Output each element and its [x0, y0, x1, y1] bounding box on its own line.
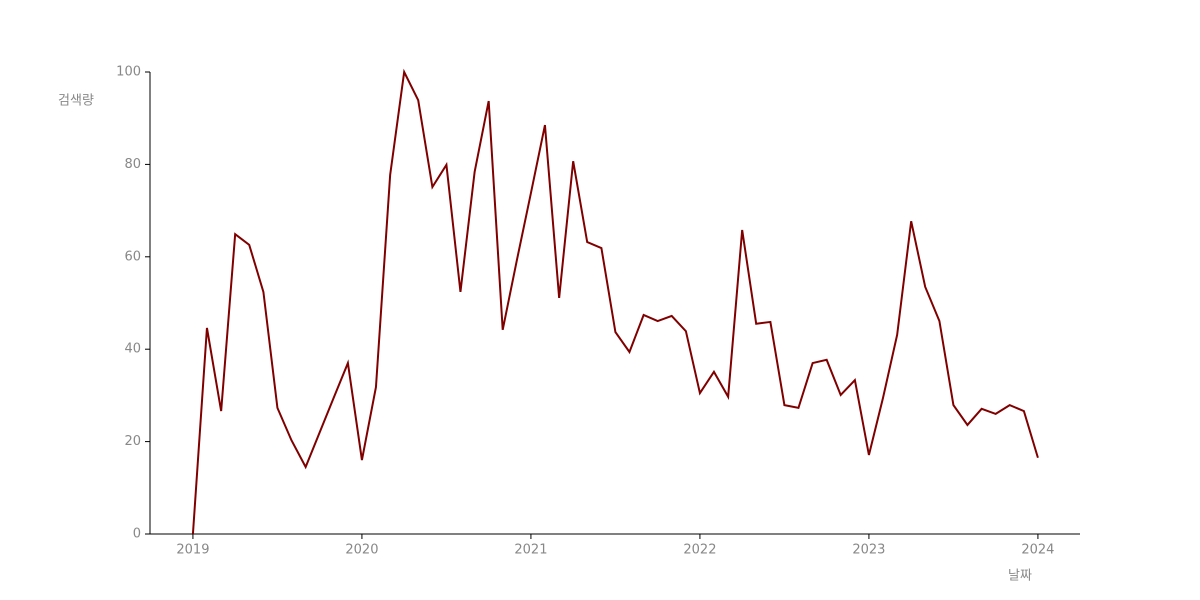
x-tick-label: 2023: [852, 543, 885, 558]
x-tick-label: 2024: [1021, 543, 1054, 558]
y-tick-label: 40: [124, 342, 141, 357]
y-tick-label: 20: [124, 434, 141, 449]
x-tick-label: 2022: [683, 543, 716, 558]
y-axis-label: 검색량: [58, 94, 94, 109]
x-tick-label: 2021: [514, 543, 547, 558]
line-series: [191, 68, 1039, 535]
x-axis-label: 날짜: [1008, 569, 1032, 584]
x-tick-label: 2020: [345, 543, 378, 558]
x-tick-label: 2019: [176, 543, 209, 558]
y-tick-label: 0: [133, 527, 141, 542]
y-tick-label: 80: [124, 157, 141, 172]
y-tick-label: 100: [116, 65, 141, 80]
y-tick-label: 60: [124, 249, 141, 264]
